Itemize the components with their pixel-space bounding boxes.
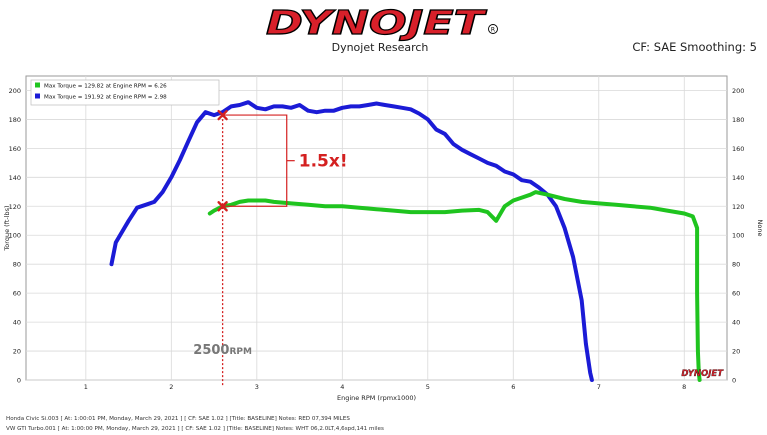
y2-tick-label: 180 xyxy=(732,116,744,124)
dynojet-logo: DYNOJET R xyxy=(265,2,498,42)
correction-factor-label: CF: SAE Smoothing: 5 xyxy=(632,40,757,54)
plot-frame xyxy=(25,75,728,381)
y-tick-label: 40 xyxy=(13,319,21,327)
y-tick-label: 120 xyxy=(9,203,21,211)
y-tick-label: 80 xyxy=(13,261,21,269)
y-tick-label: 180 xyxy=(9,116,21,124)
logo-text: DYNOJET xyxy=(266,3,487,42)
x-tick-label: 5 xyxy=(426,383,430,391)
chart-area: 0 0 20 20 40 40 60 60 80 80 100 100 120 120 140 140 160 1… xyxy=(0,66,767,406)
series-line-green xyxy=(207,190,702,382)
y-axis-label: Torque (ft-lbs) xyxy=(3,205,11,251)
legend-box xyxy=(30,79,220,106)
legend-swatch xyxy=(35,93,40,99)
annotation-rpm-label: 2500RPM xyxy=(193,343,252,358)
y-tick-label: 160 xyxy=(9,145,21,153)
legend: Max Torque = 129.82 at Engine RPM = 6.26… xyxy=(30,79,220,106)
y2-tick-label: 140 xyxy=(732,174,744,182)
registered-mark: R xyxy=(491,27,495,34)
y-tick-label: 60 xyxy=(13,290,21,298)
y2-tick-label: 80 xyxy=(732,261,740,269)
y2-tick-label: 120 xyxy=(732,203,744,211)
rpm-unit: RPM xyxy=(229,347,252,357)
page-subtitle: Dynojet Research xyxy=(331,41,429,54)
x-marker xyxy=(217,201,228,212)
x-tick-label: 1 xyxy=(84,383,88,391)
series-line-blue xyxy=(109,100,594,382)
y-tick-label: 0 xyxy=(17,377,21,385)
rpm-value: 2500 xyxy=(193,343,229,358)
y-tick-label: 20 xyxy=(13,348,21,356)
y2-tick-label: 100 xyxy=(732,232,744,240)
x-tick-label: 2 xyxy=(169,383,173,391)
dyno-chart: 0 0 20 20 40 40 60 60 80 80 100 100 120 120 140 140 160 1… xyxy=(3,75,764,402)
x-tick-label: 6 xyxy=(511,383,515,391)
run-info-line-2: VW GTI Turbo.001 [ At: 1:00:00 PM, Monda… xyxy=(6,426,384,432)
y2-tick-label: 200 xyxy=(732,87,744,95)
registered-icon xyxy=(488,24,498,34)
y2-tick-label: 160 xyxy=(732,145,744,153)
legend-label: Max Torque = 129.82 at Engine RPM = 6.26 xyxy=(44,84,167,90)
y2-tick-label: 60 xyxy=(732,290,740,298)
x-tick-label: 8 xyxy=(682,383,686,391)
y2-axis-label: None xyxy=(756,220,764,237)
y2-tick-label: 0 xyxy=(732,377,736,385)
chart-watermark: DYNOJET xyxy=(681,369,724,379)
annotation-ratio-label: 1.5x! xyxy=(299,152,348,172)
x-tick-label: 7 xyxy=(597,383,601,391)
legend-swatch xyxy=(35,82,40,88)
y-tick-label: 140 xyxy=(9,174,21,182)
y2-tick-label: 40 xyxy=(732,319,740,327)
x-tick-label: 4 xyxy=(340,383,344,391)
y-tick-label: 200 xyxy=(9,87,21,95)
y-tick-label: 100 xyxy=(9,232,21,240)
x-axis-label: Engine RPM (rpmx1000) xyxy=(337,394,416,402)
run-info-line-1: Honda Civic Si.003 [ At: 1:00:01 PM, Mon… xyxy=(6,416,350,422)
x-marker xyxy=(217,109,228,121)
y2-tick-label: 20 xyxy=(732,348,740,356)
legend-label: Max Torque = 191.92 at Engine RPM = 2.98 xyxy=(44,95,167,101)
x-tick-label: 3 xyxy=(255,383,259,391)
